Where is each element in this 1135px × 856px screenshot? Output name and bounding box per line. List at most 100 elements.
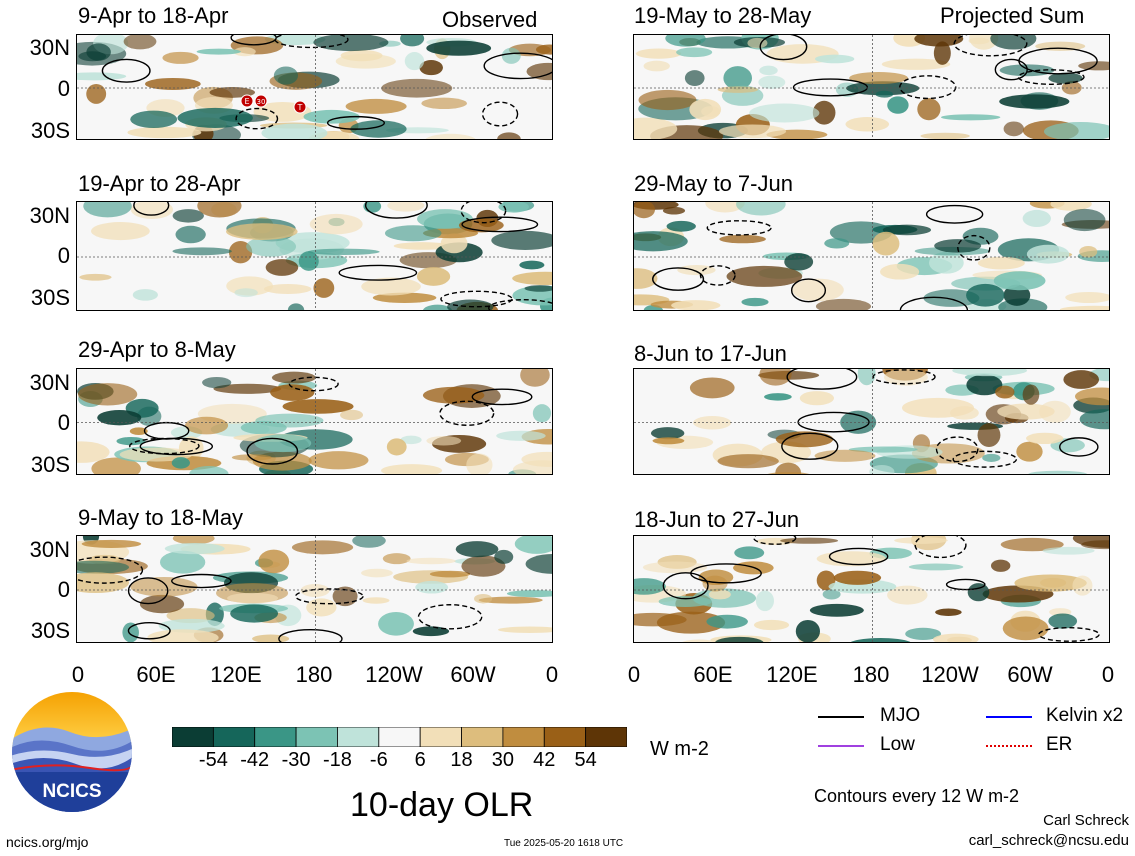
lat-label-eq: 0 bbox=[57, 577, 70, 602]
olr-anomaly-patch bbox=[512, 271, 552, 286]
tc-marker-icon bbox=[293, 100, 307, 114]
tc-markers: E 30 T bbox=[240, 94, 307, 114]
olr-anomaly-patch bbox=[172, 536, 215, 545]
mjo-contour bbox=[288, 376, 339, 392]
olr-anomaly-patch bbox=[382, 553, 411, 565]
olr-anomaly-patch bbox=[634, 117, 678, 139]
lat-label-30n: 30N bbox=[29, 537, 70, 562]
olr-anomaly-patch bbox=[234, 288, 258, 298]
lat-label-eq: 0 bbox=[57, 76, 70, 101]
olr-map-projected-3 bbox=[633, 368, 1110, 475]
olr-anomaly-patch bbox=[362, 597, 390, 604]
contour-note: Contours every 12 W m-2 bbox=[814, 786, 1020, 806]
olr-anomaly-patch bbox=[79, 273, 112, 281]
olr-anomaly-patch bbox=[185, 416, 229, 435]
olr-anomaly-patch bbox=[1063, 208, 1106, 232]
olr-anomaly-patch bbox=[423, 304, 452, 310]
colorbar-tick-label: -30 bbox=[281, 749, 311, 771]
olr-anomaly-patch bbox=[252, 634, 290, 642]
olr-anomaly-patch bbox=[784, 253, 814, 271]
lon-label: 60E bbox=[136, 662, 176, 687]
olr-anomaly-patch bbox=[417, 209, 473, 229]
olr-anomaly-patch bbox=[497, 132, 521, 139]
projected-label: Projected Sum bbox=[940, 3, 1085, 28]
olr-anomaly-patch bbox=[875, 90, 894, 98]
olr-anomaly-patch bbox=[920, 132, 970, 139]
olr-anomaly-patch bbox=[189, 465, 229, 474]
olr-anomaly-patch bbox=[917, 98, 941, 121]
olr-anomaly-patch bbox=[303, 109, 360, 124]
olr-anomaly-patch bbox=[130, 202, 174, 220]
panel-title-right-2: 29-May to 7-Jun bbox=[634, 171, 793, 196]
olr-map-observed-4 bbox=[76, 535, 553, 643]
olr-anomaly-patch bbox=[642, 561, 708, 574]
olr-anomaly-patch bbox=[300, 583, 330, 598]
olr-anomaly-patch bbox=[759, 369, 792, 386]
mjo-contour bbox=[338, 264, 418, 281]
olr-anomaly-patch bbox=[755, 590, 774, 612]
olr-anomaly-patch bbox=[726, 265, 803, 287]
colorbar-swatch bbox=[295, 727, 338, 747]
ncics-logo: NCICS bbox=[12, 692, 132, 812]
olr-anomaly-patch bbox=[273, 66, 299, 85]
olr-anomaly-patch bbox=[792, 278, 844, 302]
lon-label: 0 bbox=[545, 662, 559, 687]
legend-line-low bbox=[818, 745, 864, 747]
olr-anomaly-patch bbox=[1081, 540, 1109, 550]
colorbar-swatch bbox=[337, 727, 380, 747]
mjo-contour bbox=[127, 622, 171, 640]
olr-anomaly-patch bbox=[130, 110, 178, 129]
olr-anomaly-patch bbox=[132, 289, 158, 301]
logo-text: NCICS bbox=[42, 781, 101, 802]
olr-anomaly-patch bbox=[1065, 291, 1109, 303]
olr-anomaly-patch bbox=[535, 44, 552, 55]
olr-anomaly-patch bbox=[880, 263, 920, 280]
olr-anomaly-patch bbox=[426, 436, 462, 446]
site-link[interactable]: ncics.org/mjo bbox=[6, 834, 89, 850]
colorbar-tick-label: -42 bbox=[240, 749, 270, 771]
colorbar-tick-label: 18 bbox=[450, 749, 473, 771]
olr-anomaly-patch bbox=[461, 555, 506, 577]
colorbar-swatch bbox=[461, 727, 504, 747]
colorbar-tick-label: 6 bbox=[414, 749, 426, 771]
mjo-contour bbox=[899, 75, 957, 100]
olr-anomaly-patch bbox=[425, 133, 476, 139]
olr-anomaly-patch bbox=[775, 462, 802, 474]
olr-anomaly-patch bbox=[91, 222, 150, 241]
tc-marker-t: T bbox=[297, 103, 303, 112]
olr-anomaly-patch bbox=[172, 247, 232, 256]
olr-anomaly-patch bbox=[635, 48, 682, 59]
mjo-contour bbox=[828, 547, 889, 566]
olr-anomaly-patch bbox=[795, 619, 820, 642]
olr-anomaly-patch bbox=[514, 536, 552, 554]
olr-anomaly-patch bbox=[306, 598, 337, 617]
olr-anomaly-patch bbox=[734, 546, 765, 560]
olr-map-projected-2 bbox=[633, 201, 1110, 311]
olr-anomaly-patch bbox=[416, 267, 451, 286]
olr-anomaly-patch bbox=[381, 78, 453, 98]
olr-map-projected-1 bbox=[633, 34, 1110, 140]
olr-anomaly-patch bbox=[86, 43, 111, 61]
mjo-contour bbox=[133, 202, 170, 216]
olr-anomaly-patch bbox=[258, 549, 290, 574]
olr-anomaly-patch bbox=[1079, 409, 1109, 430]
tc-marker-30: 30 bbox=[257, 98, 266, 106]
colorbar-tick-label: -54 bbox=[198, 749, 228, 771]
olr-anomaly-patch bbox=[345, 98, 407, 114]
olr-anomaly-patch bbox=[968, 37, 990, 45]
olr-anomaly-patch bbox=[230, 604, 279, 623]
olr-anomaly-patch bbox=[422, 386, 485, 404]
olr-anomaly-patch bbox=[466, 453, 493, 474]
mjo-contour bbox=[945, 578, 986, 591]
olr-anomaly-patch bbox=[638, 89, 697, 111]
olr-anomaly-patch bbox=[496, 430, 546, 441]
olr-anomaly-patch bbox=[172, 209, 204, 223]
panel-title-right-4: 18-Jun to 27-Jun bbox=[634, 507, 800, 532]
olr-anomaly-patch bbox=[164, 543, 225, 555]
mjo-contour bbox=[914, 536, 967, 559]
lon-label: 180 bbox=[852, 662, 890, 687]
olr-anomaly-patch bbox=[162, 51, 199, 64]
legend-label-er: ER bbox=[1046, 734, 1073, 755]
olr-map-observed-1 bbox=[76, 34, 553, 140]
olr-anomaly-patch bbox=[77, 441, 110, 463]
